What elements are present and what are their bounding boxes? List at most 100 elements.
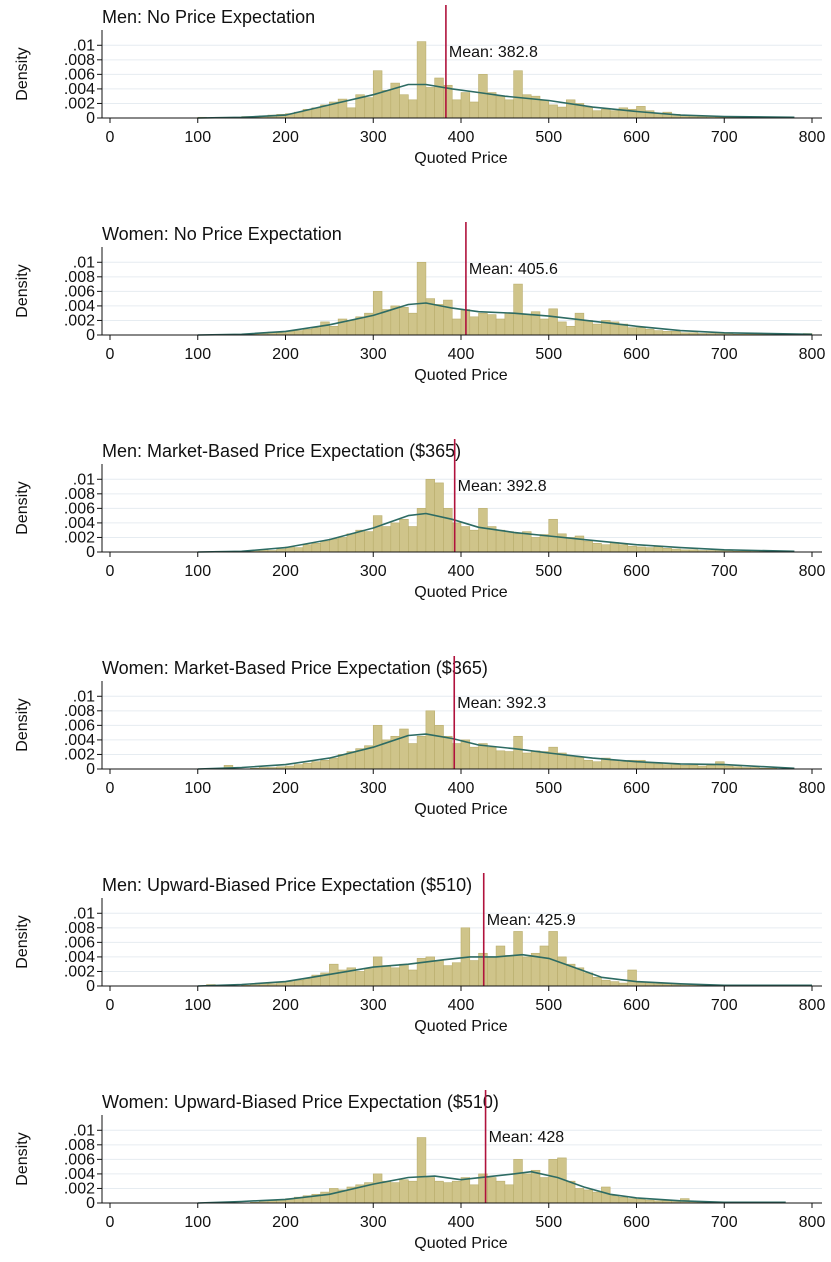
histogram-bar [513,931,523,987]
histogram-bar [688,765,699,770]
histogram-bar [293,330,304,336]
histogram-bar [364,968,374,987]
histogram-bar [583,540,593,553]
histogram-bar [337,754,348,770]
y-tick-label: .006 [64,717,95,734]
panel-title: Men: No Price Expectation [102,7,315,27]
histogram-bar [653,763,664,770]
histogram-bar [592,1191,602,1204]
histogram-bar [381,1180,392,1204]
histogram-bar [644,547,655,553]
x-tick-label: 400 [448,1214,475,1231]
x-tick-label: 600 [623,1214,650,1231]
histogram-bar [293,979,304,987]
histogram-bar [522,752,532,770]
histogram-bar [443,84,453,119]
histogram-bar [522,956,532,987]
histogram-bar [469,1184,479,1204]
histogram-bar [539,534,550,553]
y-tick-label: .008 [64,486,95,503]
histogram-bar [443,735,453,770]
x-tick-label: 100 [184,129,211,146]
histogram-bar [530,537,541,553]
histogram-bar [487,956,497,987]
histogram-bar [469,529,479,553]
histogram-bar [416,1137,427,1204]
histogram-bar [408,526,418,553]
histogram-bar [557,106,567,119]
histogram-bar [329,1188,339,1204]
histogram-bar [337,537,348,553]
histogram-bar [451,522,462,553]
y-tick-label: .006 [64,66,95,83]
histogram-bar [329,538,339,553]
histogram-bar [592,323,602,336]
histogram-bar [302,328,313,336]
histogram-bar [495,95,506,119]
histogram-bar [618,1196,629,1204]
histogram-bar [364,531,374,553]
histogram-bar [408,743,418,770]
histogram-bar [478,312,488,336]
histogram-bar [495,318,506,336]
x-tick-label: 700 [711,780,738,797]
y-axis-label: Density [14,481,31,534]
y-tick-label: .008 [64,1137,95,1154]
histogram-bar [644,328,655,336]
y-tick-label: .006 [64,934,95,951]
histogram-bar [592,761,602,770]
y-tick-label: 0 [86,544,95,561]
panel-title: Men: Market-Based Price Expectation ($36… [102,441,461,461]
histogram-bar [504,99,514,119]
histogram-bar [425,1177,435,1204]
histogram-bar [662,764,672,770]
histogram-bar [618,544,629,553]
x-tick-label: 300 [360,997,387,1014]
histogram-bar [381,526,392,553]
x-tick-label: 800 [799,1214,826,1231]
x-tick-label: 300 [360,780,387,797]
mean-label: Mean: 392.8 [458,478,547,495]
histogram-bar [539,945,550,987]
histogram-bar [583,1189,593,1204]
x-tick-label: 0 [106,1214,115,1231]
histogram-bar [504,531,514,553]
y-tick-label: .008 [64,920,95,937]
density-curve [197,733,795,770]
histogram-bar [320,759,330,770]
histogram-bar [443,965,453,987]
histogram-bar [565,755,576,770]
histogram-bar [364,97,374,119]
x-tick-label: 600 [623,997,650,1014]
x-tick-label: 200 [272,346,299,363]
x-axis-label: Quoted Price [414,801,507,818]
x-tick-label: 700 [711,563,738,580]
y-tick-label: .004 [64,1166,95,1183]
histogram-bar [601,544,611,553]
histogram-bar [636,327,646,336]
histogram-bar [390,522,400,553]
histogram-bar [399,518,409,553]
panel-4: Women: Market-Based Price Expectation ($… [14,656,825,818]
histogram-bar [399,94,409,119]
histogram-bar [662,331,672,336]
y-tick-label: 0 [86,761,95,778]
histogram-bar [469,101,479,119]
y-tick-label: .004 [64,732,95,749]
histogram-bar [548,104,558,119]
x-tick-label: 400 [448,129,475,146]
histogram-bar [504,312,514,336]
x-tick-label: 400 [448,346,475,363]
histogram-bar [530,952,541,987]
x-tick-label: 600 [623,346,650,363]
histogram-bar [557,321,567,336]
histogram-bar [504,751,514,770]
x-tick-label: 800 [799,997,826,1014]
y-tick-label: .004 [64,949,95,966]
histogram-bar [416,261,427,336]
histogram-bar [592,110,602,119]
panel-6: Women: Upward-Biased Price Expectation (… [14,1090,825,1252]
x-tick-label: 0 [106,346,115,363]
panel-title: Women: Market-Based Price Expectation ($… [102,658,488,678]
x-tick-label: 700 [711,997,738,1014]
